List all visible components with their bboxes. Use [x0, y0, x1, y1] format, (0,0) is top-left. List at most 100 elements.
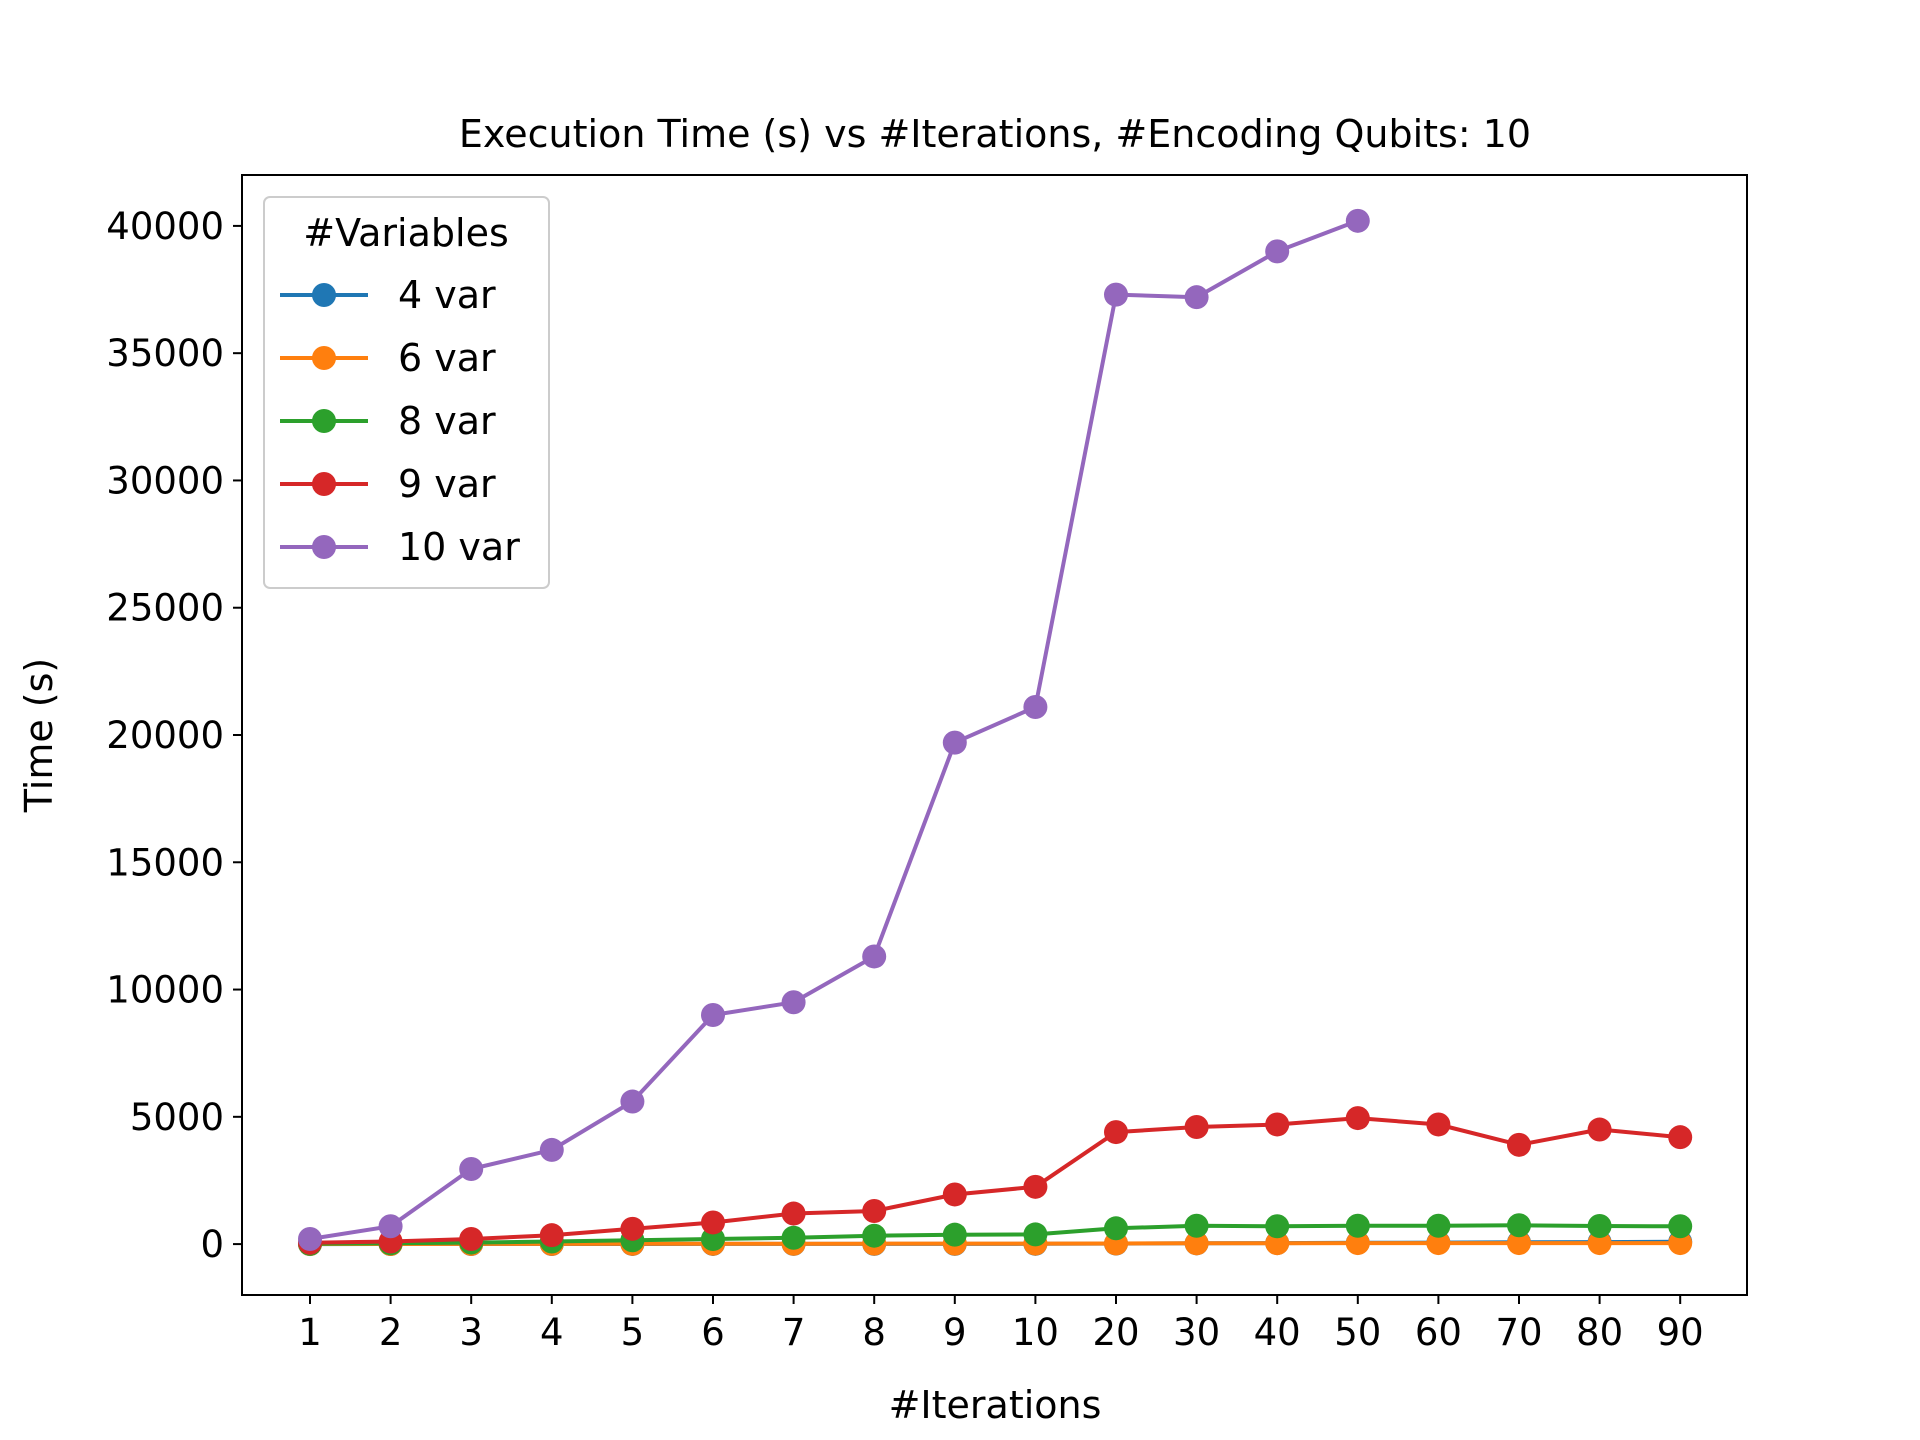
data-point: [459, 1157, 484, 1181]
data-point: [862, 1199, 887, 1223]
legend-label: 10 var: [398, 525, 520, 569]
y-tick-label: 0: [200, 1223, 224, 1266]
y-tick-label: 35000: [106, 332, 224, 375]
data-point: [1587, 1117, 1612, 1142]
series-layer: [298, 208, 1693, 1257]
series-10-var: [298, 208, 1370, 1251]
legend-entry: 4 var: [280, 273, 496, 317]
data-point: [1587, 1231, 1612, 1256]
data-point: [378, 1214, 403, 1239]
y-tick-label: 20000: [106, 714, 224, 757]
data-point: [1426, 1231, 1451, 1256]
legend-title: #Variables: [303, 211, 509, 255]
data-point: [1104, 1120, 1128, 1145]
data-point: [1426, 1112, 1451, 1137]
data-point: [1023, 695, 1048, 719]
data-point: [1668, 1214, 1693, 1239]
data-point: [620, 1216, 645, 1241]
y-tick-label: 5000: [130, 1096, 224, 1139]
x-axis-ticks: 1 2 3 4 5 6 7 8 9 10 20 30 40 50 60 70 80 90: [298, 1295, 1704, 1354]
data-point: [781, 990, 806, 1015]
x-tick-label: 50: [1334, 1311, 1381, 1354]
x-tick-label: 4: [540, 1311, 564, 1354]
y-tick-label: 40000: [106, 205, 224, 248]
x-axis-label: #Iterations: [889, 1383, 1102, 1427]
legend-marker: [312, 535, 336, 559]
legend-entry: 8 var: [280, 399, 496, 443]
data-point: [1104, 1216, 1128, 1241]
data-point: [701, 1210, 725, 1235]
legend-marker: [312, 283, 336, 307]
data-point: [539, 1137, 564, 1162]
legend-marker: [312, 472, 336, 496]
legend-entry: 6 var: [280, 336, 496, 380]
legend-marker: [312, 409, 336, 433]
x-tick-label: 80: [1576, 1311, 1623, 1354]
data-point: [1426, 1213, 1451, 1238]
series-line: [309, 1223, 1681, 1246]
legend-entries: 4 var 6 var 8 var 9 var 10 var: [280, 273, 520, 569]
x-tick-label: 90: [1657, 1311, 1704, 1354]
data-point: [1587, 1214, 1612, 1239]
legend-entry: 10 var: [280, 525, 520, 569]
y-tick-label: 10000: [106, 969, 224, 1012]
data-point: [1345, 1106, 1370, 1131]
y-tick-label: 15000: [106, 841, 224, 884]
data-point: [1345, 1231, 1370, 1256]
series-9-var: [298, 1106, 1693, 1255]
y-axis-ticks: 0 5000 10000 15000 20000 25000 30000 35000 40000: [106, 205, 242, 1266]
x-tick-label: 6: [701, 1311, 725, 1354]
data-point: [1507, 1132, 1531, 1157]
series-line: [309, 218, 1359, 1241]
data-point: [862, 1223, 887, 1248]
x-tick-label: 3: [459, 1311, 483, 1354]
legend-label: 9 var: [398, 462, 496, 506]
chart-title: Execution Time (s) vs #Iterations, #Enco…: [459, 112, 1531, 156]
x-tick-label: 20: [1092, 1311, 1139, 1354]
data-point: [1668, 1125, 1693, 1150]
data-point: [1184, 285, 1209, 310]
data-point: [1184, 1231, 1209, 1256]
data-point: [1668, 1231, 1693, 1256]
data-point: [539, 1223, 564, 1248]
data-point: [1507, 1231, 1531, 1256]
x-tick-label: 30: [1173, 1311, 1220, 1354]
data-point: [942, 730, 967, 755]
data-point: [781, 1201, 806, 1226]
data-point: [1023, 1174, 1048, 1199]
legend-label: 6 var: [398, 336, 496, 380]
legend: #Variables 4 var 6 var 8 var 9 var 10 var: [263, 196, 550, 589]
x-tick-label: 40: [1254, 1311, 1301, 1354]
data-point: [1345, 208, 1370, 233]
data-point: [620, 1089, 645, 1114]
x-tick-label: 8: [862, 1311, 886, 1354]
data-point: [862, 944, 887, 969]
data-point: [1507, 1213, 1531, 1238]
series-line: [310, 1241, 1681, 1246]
data-point: [942, 1182, 967, 1207]
x-tick-label: 5: [621, 1311, 645, 1354]
legend-label: 8 var: [398, 399, 496, 443]
data-point: [1265, 1214, 1290, 1239]
data-point: [942, 1222, 967, 1247]
x-tick-label: 9: [943, 1311, 967, 1354]
legend-entry: 9 var: [280, 462, 496, 506]
series-line: [309, 1116, 1681, 1245]
x-tick-label: 60: [1415, 1311, 1462, 1354]
y-tick-label: 30000: [106, 459, 224, 502]
y-axis-label: Time (s): [17, 658, 61, 814]
y-tick-label: 25000: [106, 587, 224, 630]
data-point: [298, 1227, 322, 1251]
data-point: [781, 1225, 806, 1250]
data-point: [1184, 1115, 1209, 1139]
x-tick-label: 70: [1495, 1311, 1542, 1354]
legend-marker: [312, 346, 336, 370]
data-point: [1265, 239, 1290, 264]
x-tick-label: 7: [782, 1311, 806, 1354]
data-point: [459, 1227, 484, 1251]
data-point: [701, 1003, 725, 1027]
data-point: [1345, 1213, 1370, 1238]
x-tick-label: 2: [379, 1311, 403, 1354]
data-point: [1265, 1231, 1290, 1256]
